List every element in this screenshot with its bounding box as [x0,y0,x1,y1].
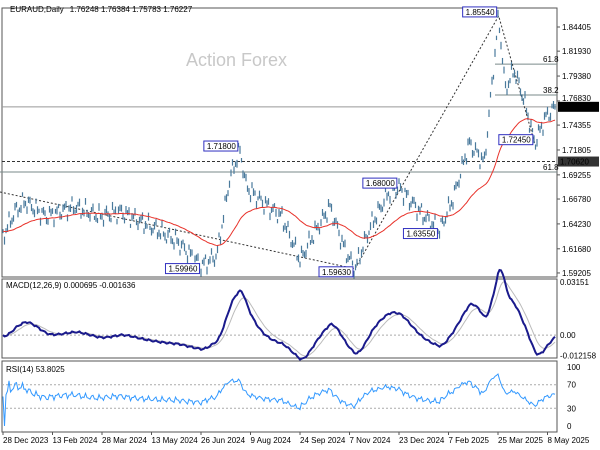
price-annotation-box [402,228,438,240]
date-tick-label: 26 Jun 2024 [201,436,246,445]
price-annotation-label: 1.68000 [366,179,395,188]
date-tick-label: 9 Aug 2024 [251,436,292,445]
fib-level-label: 61.8 [543,55,559,64]
price-tick-label: 1.59205 [562,269,591,278]
date-tick-label: 28 Mar 2024 [102,436,147,445]
rsi-tick-label: 0 [567,422,572,431]
date-tick-label: 13 May 2024 [152,436,199,445]
fib-level-label: 38.2 [543,86,559,95]
price-tick-label: 1.64230 [562,220,591,229]
fib-level-label: 61.8 [543,163,559,172]
current-price-label: 1.76227 [560,103,589,112]
price-annotation-label: 1.59630 [322,268,351,277]
trend-line [0,14,536,270]
rsi-line [2,373,556,427]
price-annotation-label: 1.85540 [466,8,495,17]
price-annotation-box [462,6,498,18]
price-annotation-box [318,266,354,278]
price-annotation-box [362,177,398,189]
price-annotation-label: 1.59960 [168,265,197,274]
level-price-label: 1.70620 [560,158,589,167]
price-tick-label: 1.66780 [562,195,591,204]
price-tick-label: 1.74355 [562,121,591,130]
price-tick-label: 1.79380 [562,72,591,81]
macd-tick-label: 0.00 [560,331,576,340]
price-tick-label: 1.61680 [562,245,591,254]
price-annotation-box [203,140,239,152]
price-annotation-label: 1.71800 [207,142,236,151]
rsi-title: RSI(14) 53.8025 [6,365,65,374]
date-tick-label: 24 Sep 2024 [300,436,346,445]
rsi-tick-label: 30 [567,404,576,413]
level-price-box [558,156,599,167]
price-annotation-box [498,134,534,146]
price-annotation-box [164,263,200,275]
date-tick-label: 25 Mar 2025 [498,436,543,445]
chart-ohlc: 1.76248 1.76384 1.75783 1.76227 [70,5,193,14]
date-tick-label: 13 Feb 2024 [53,436,98,445]
macd-tick-label: -0.012158 [560,352,597,361]
panel-frame [1,278,558,359]
price-tick-label: 1.71805 [562,146,591,155]
price-tick-label: 1.84405 [562,23,591,32]
rsi-tick-label: 70 [567,381,576,390]
date-tick-label: 7 Nov 2024 [350,436,391,445]
moving-average-line [2,118,556,246]
macd-signal-line [2,281,556,357]
panel-frame [1,360,558,433]
current-price-box [558,101,599,112]
macd-tick-label: 0.03151 [560,278,589,287]
date-tick-label: 8 May 2025 [548,436,590,445]
macd-line [2,268,556,361]
price-tick-label: 1.69255 [562,171,591,180]
panel-frame [1,7,558,278]
date-tick-label: 23 Dec 2024 [399,436,445,445]
date-tick-label: 7 Feb 2025 [449,436,490,445]
watermark: Action Forex [186,50,287,70]
rsi-tick-label: 100 [567,363,581,372]
date-tick-label: 28 Dec 2023 [3,436,49,445]
price-tick-label: 1.76830 [562,94,591,103]
macd-title: MACD(12,26,9) 0.000695 -0.001636 [6,281,136,290]
price-annotation-label: 1.63550 [406,230,435,239]
chart-symbol: EURAUD,Daily [10,5,64,14]
price-annotation-label: 1.72450 [502,136,531,145]
price-tick-label: 1.81930 [562,47,591,56]
